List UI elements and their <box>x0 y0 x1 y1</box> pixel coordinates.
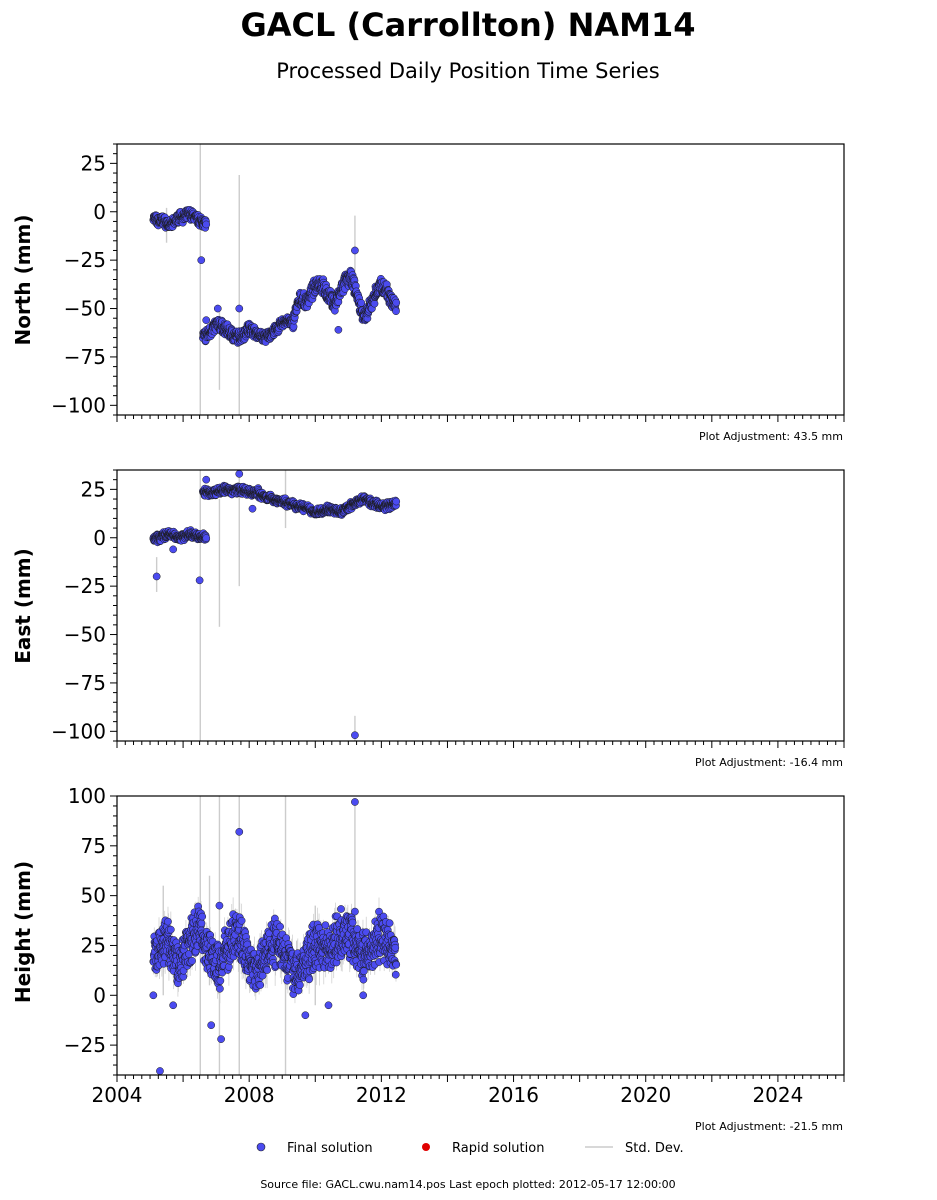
data-point <box>392 307 400 316</box>
plot-area <box>149 796 401 1075</box>
data-point <box>235 470 244 478</box>
data-point <box>216 984 224 993</box>
data-point <box>202 316 211 324</box>
axes-frame <box>116 143 845 416</box>
data-point <box>263 966 271 974</box>
y-tick-label: −100 <box>51 393 106 417</box>
y-tick-label: 0 <box>93 526 106 550</box>
data-point <box>169 1001 178 1010</box>
y-tick-label: −50 <box>64 623 106 647</box>
data-point <box>152 572 161 581</box>
data-point <box>360 967 368 975</box>
data-point <box>202 475 211 484</box>
y-tick-label: −100 <box>51 719 106 743</box>
data-point <box>169 545 178 554</box>
data-point <box>359 975 368 984</box>
data-point <box>324 1001 333 1010</box>
data-point <box>391 943 400 952</box>
y-tick-label: −25 <box>64 574 106 598</box>
data-point <box>202 220 211 229</box>
data-point <box>216 976 225 985</box>
data-point <box>348 918 357 927</box>
data-point <box>301 1011 310 1020</box>
y-tick-label: −75 <box>64 671 106 695</box>
data-point <box>305 975 313 984</box>
data-point <box>334 325 343 334</box>
data-point <box>351 731 359 740</box>
plot-area <box>149 144 401 415</box>
east-ylabel: East (mm) <box>11 548 35 664</box>
east-adjustment: Plot Adjustment: -16.4 mm <box>695 756 843 769</box>
data-point <box>296 981 304 989</box>
y-tick-label: −25 <box>64 248 106 272</box>
data-point <box>197 919 206 928</box>
height-ylabel: Height (mm) <box>11 861 35 1003</box>
data-point <box>202 534 211 542</box>
y-tick-label: 25 <box>81 151 106 175</box>
east-panel: East (mm) Plot Adjustment: -16.4 mm 25 0 −… <box>11 469 845 769</box>
data-point <box>321 921 330 930</box>
data-point <box>351 907 359 916</box>
north-panel: North (mm) Plot Adjustment: 43.5 mm 25 0 −… <box>11 143 845 443</box>
data-point <box>149 991 158 1000</box>
data-point <box>235 828 244 836</box>
data-point <box>188 957 196 965</box>
data-point <box>197 256 206 264</box>
data-point <box>207 1021 216 1030</box>
y-tick-label: 0 <box>93 200 106 224</box>
plot-area <box>149 470 401 741</box>
data-point <box>166 925 175 934</box>
north-ylabel: North (mm) <box>11 214 35 345</box>
y-tick-label: −50 <box>64 297 106 321</box>
data-point <box>392 497 401 506</box>
data-point <box>248 504 257 513</box>
y-tick-label: 25 <box>81 477 106 501</box>
data-point <box>217 1035 225 1043</box>
data-point <box>156 1067 164 1075</box>
data-point <box>256 981 265 989</box>
data-point <box>215 901 224 910</box>
data-point <box>392 960 401 969</box>
y-tick-label: −75 <box>64 345 106 369</box>
data-point <box>164 917 172 926</box>
data-point <box>391 970 400 979</box>
data-point <box>385 919 394 927</box>
data-point <box>359 991 368 1000</box>
chart-subtitle: Processed Daily Position Time Series <box>276 59 660 83</box>
data-point <box>370 299 379 308</box>
data-point <box>337 905 345 913</box>
data-point <box>235 304 244 313</box>
axes-frame <box>116 469 845 742</box>
data-point <box>351 798 359 806</box>
data-point <box>351 246 359 255</box>
north-adjustment: Plot Adjustment: 43.5 mm <box>699 430 843 443</box>
data-point <box>198 912 207 921</box>
height-panel: Height (mm) Plot Adjustment: -21.5 mm 10… <box>11 784 845 1133</box>
data-point <box>237 916 246 925</box>
data-point <box>213 304 222 313</box>
height-adjustment: Plot Adjustment: -21.5 mm <box>695 1120 843 1133</box>
data-point <box>276 922 284 931</box>
data-point <box>195 576 204 585</box>
data-point <box>392 298 401 307</box>
chart-title: GACL (Carrollton) NAM14 <box>241 6 696 44</box>
